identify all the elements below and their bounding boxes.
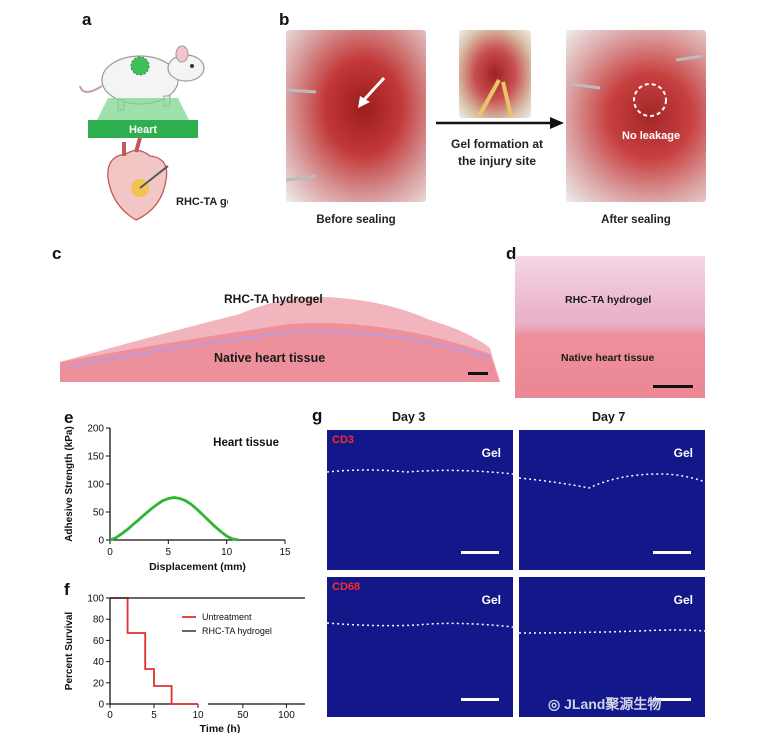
cd3-marker-label: CD3 xyxy=(332,434,355,446)
d-tissue-label: Native heart tissue xyxy=(561,352,655,364)
x-tick-label: 0 xyxy=(107,547,113,558)
gel-formation-caption-line2: the injury site xyxy=(457,154,537,168)
y-tick-label: 80 xyxy=(93,615,105,626)
gel-label: Gel xyxy=(673,593,693,607)
before-sealing-photo xyxy=(286,30,426,202)
c-hydrogel-label: RHC-TA hydrogel xyxy=(224,292,323,306)
chart-e-ylabel: Adhesive Strength (kPa) xyxy=(64,426,75,542)
panel-c-letter: c xyxy=(52,244,62,263)
gel-formation-caption: Gel formation at the injury site xyxy=(432,136,562,170)
wechat-icon: ◎ xyxy=(548,696,565,712)
panel-g-letter: g xyxy=(312,406,323,425)
scale-bar xyxy=(653,551,691,554)
injury-arrow-icon xyxy=(286,76,386,182)
y-tick-label: 50 xyxy=(93,508,105,519)
y-tick-label: 200 xyxy=(87,424,104,435)
x-tick-label: 5 xyxy=(151,710,157,721)
scale-bar xyxy=(653,385,693,388)
x-tick-label: 5 xyxy=(166,547,172,558)
legend-untreatment-label: Untreatment xyxy=(202,612,252,622)
chart-e-title: Heart tissue xyxy=(213,437,279,449)
scale-bar xyxy=(653,698,691,701)
y-tick-label: 20 xyxy=(93,678,105,689)
x-tick-label: 100 xyxy=(278,710,295,721)
gel-label: Gel xyxy=(673,446,693,460)
before-sealing-caption: Before sealing xyxy=(316,214,396,226)
after-sealing-caption: After sealing xyxy=(601,214,671,226)
x-tick-label: 15 xyxy=(279,547,291,558)
untreatment-line xyxy=(110,597,198,705)
y-tick-label: 150 xyxy=(87,452,104,463)
scale-bar xyxy=(461,698,499,701)
day7-label: Day 7 xyxy=(592,410,626,424)
sealed-area-circle xyxy=(569,54,703,117)
scale-bar xyxy=(468,372,488,375)
y-tick-label: 100 xyxy=(87,594,104,605)
x-tick-label: 0 xyxy=(107,710,113,721)
panel-d-letter: d xyxy=(506,244,517,263)
gel-label: Gel xyxy=(481,446,501,460)
watermark-text: JLand聚源生物 xyxy=(564,696,662,712)
y-tick-label: 40 xyxy=(93,657,105,668)
panel-a-letter: a xyxy=(82,10,92,29)
heart-label: Heart xyxy=(129,124,157,136)
adhesion-curve xyxy=(109,496,239,542)
gel-formation-caption-line1: Gel formation at xyxy=(450,137,543,151)
panel-e-letter: e xyxy=(64,408,74,427)
y-tick-label: 60 xyxy=(93,636,105,647)
gel-formation-photo xyxy=(459,30,531,118)
heart-label-bar xyxy=(88,120,198,138)
after-sealing-photo: No leakage xyxy=(566,30,706,202)
process-arrow-icon xyxy=(436,117,564,129)
panel-b-letter: b xyxy=(279,10,290,29)
survival-chart: 020406080100051050100150UntreatmentRHC-T… xyxy=(64,594,305,733)
if-cd68-day3: CD68 Gel xyxy=(327,577,513,717)
no-leakage-label: No leakage xyxy=(622,130,681,142)
panel-a-illustration: Heart RHC-TA gel xyxy=(79,45,228,221)
chart-f-xlabel: Time (h) xyxy=(200,723,241,733)
d-hydrogel-label: RHC-TA hydrogel xyxy=(565,294,652,306)
x-tick-label: 10 xyxy=(192,710,204,721)
if-cd3-day7: Gel xyxy=(519,430,705,570)
chart-f-ylabel: Percent Survival xyxy=(64,612,75,691)
syringe-icon xyxy=(477,79,513,117)
if-cd68-day7: Gel xyxy=(519,577,705,717)
x-tick-label: 50 xyxy=(237,710,249,721)
y-tick-label: 0 xyxy=(98,536,104,547)
cd68-marker-label: CD68 xyxy=(332,581,361,593)
watermark: ◎ JLand聚源生物 xyxy=(548,694,661,714)
gel-label: RHC-TA gel xyxy=(176,196,228,208)
scale-bar xyxy=(461,551,499,554)
gel-label: Gel xyxy=(481,593,501,607)
rat-icon xyxy=(79,45,205,111)
adhesive-strength-chart: 0 50 100 150 200 0 5 10 15 Heart tissue Displaceme… xyxy=(64,424,291,574)
panel-f-letter: f xyxy=(64,580,70,599)
day3-label: Day 3 xyxy=(392,410,426,424)
legend-hydrogel-label: RHC-TA hydrogel xyxy=(202,626,272,636)
heart-icon xyxy=(107,137,169,221)
panel-c-histology xyxy=(60,296,500,382)
c-tissue-label: Native heart tissue xyxy=(214,351,326,365)
if-cd3-day3: CD3 Gel xyxy=(327,430,513,570)
y-tick-label: 0 xyxy=(98,700,104,711)
y-tick-label: 100 xyxy=(87,480,104,491)
panel-d-histology: RHC-TA hydrogel Native heart tissue xyxy=(515,256,705,398)
chart-e-xlabel: Displacement (mm) xyxy=(149,561,246,573)
x-tick-label: 10 xyxy=(221,547,233,558)
